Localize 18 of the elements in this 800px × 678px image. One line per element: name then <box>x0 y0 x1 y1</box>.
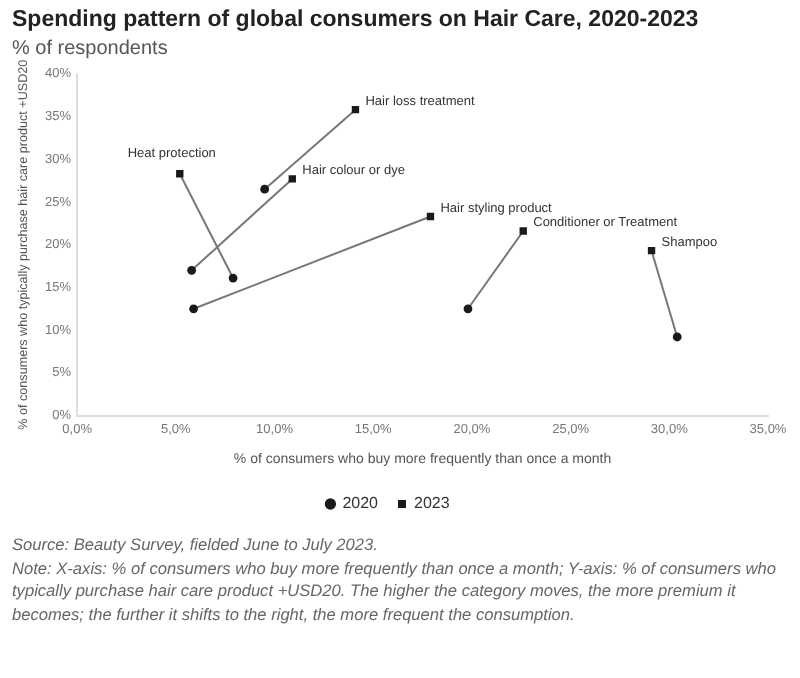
point <box>426 212 435 221</box>
point <box>647 247 656 255</box>
chart-subtitle: % of respondents <box>12 38 168 60</box>
legend-label: 2020 <box>342 494 380 513</box>
point <box>288 175 296 183</box>
point <box>463 304 473 314</box>
point <box>351 106 360 114</box>
point <box>260 184 270 194</box>
point <box>672 332 682 342</box>
point <box>187 265 197 275</box>
point <box>176 170 184 178</box>
text: Note: X-axis: % of consumers who buy more frequently than once a month; Y-axis: % of consumers who typically purchase hair care product +USD20. The higher the category moves, the more premium it becomes; the further it shifts to the right, the more frequent the consumption. <box>12 557 776 623</box>
point <box>519 227 527 235</box>
point <box>189 304 198 314</box>
point <box>228 273 238 283</box>
source-note: Source: Beauty Survey, fielded June to July 2023. <box>12 534 378 554</box>
legend-label: 2023 <box>414 494 451 513</box>
chart-title: Spending pattern of global consumers on Hair Care, 2020-2023 <box>12 8 699 32</box>
